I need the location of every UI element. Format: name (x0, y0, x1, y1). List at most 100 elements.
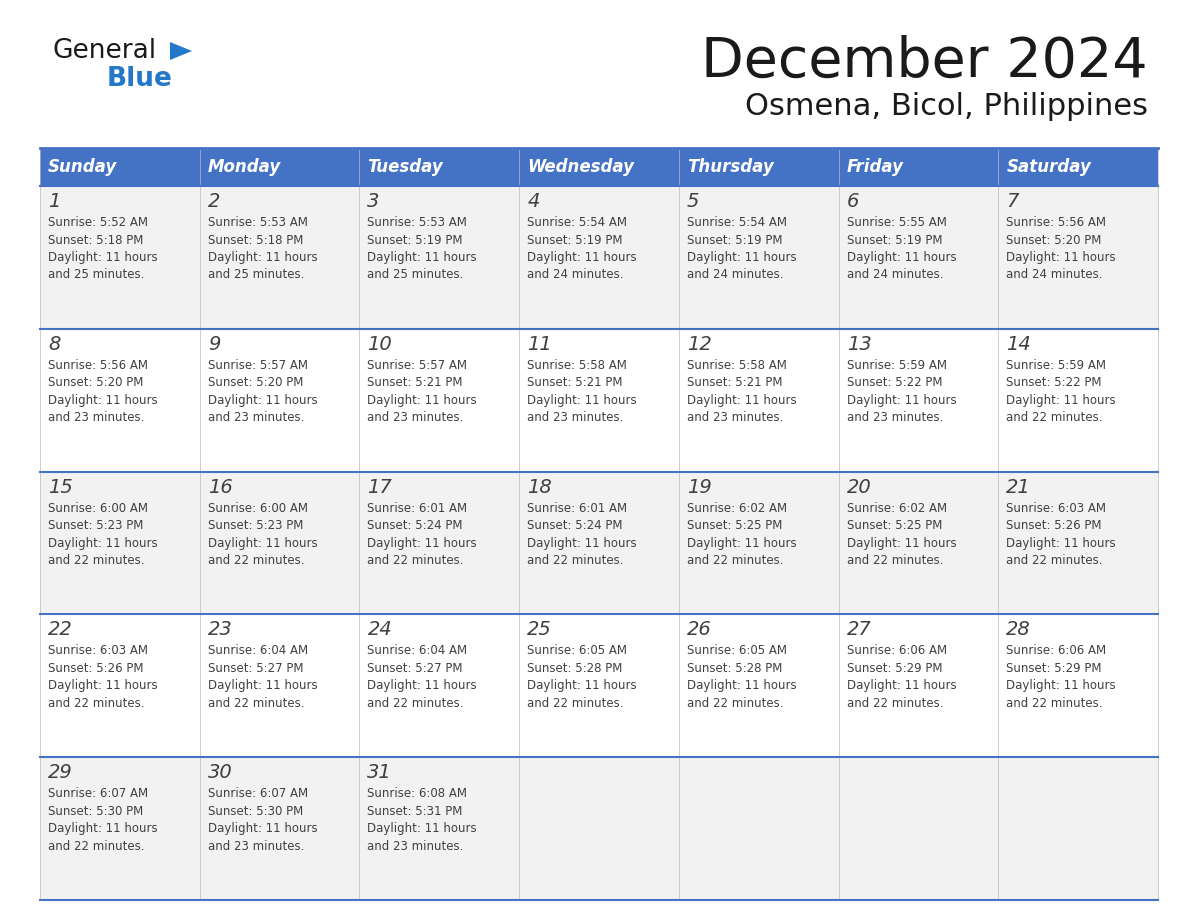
Text: and 22 minutes.: and 22 minutes. (1006, 411, 1102, 424)
Bar (998, 329, 1158, 472)
Text: 19: 19 (687, 477, 712, 497)
Text: Sunrise: 6:02 AM: Sunrise: 6:02 AM (687, 501, 786, 515)
Text: Sunrise: 5:54 AM: Sunrise: 5:54 AM (687, 216, 786, 229)
Bar (40, 757, 200, 900)
Text: Daylight: 11 hours: Daylight: 11 hours (48, 537, 158, 550)
Text: Daylight: 11 hours: Daylight: 11 hours (367, 251, 478, 264)
Bar (998, 148, 1158, 186)
Text: Daylight: 11 hours: Daylight: 11 hours (208, 537, 317, 550)
Bar (200, 186, 360, 329)
Text: Sunset: 5:25 PM: Sunset: 5:25 PM (847, 519, 942, 532)
Bar (360, 757, 519, 900)
Text: Sunrise: 6:06 AM: Sunrise: 6:06 AM (847, 644, 947, 657)
Text: Daylight: 11 hours: Daylight: 11 hours (367, 679, 478, 692)
Text: Sunrise: 5:56 AM: Sunrise: 5:56 AM (1006, 216, 1106, 229)
Text: Daylight: 11 hours: Daylight: 11 hours (48, 679, 158, 692)
Text: and 22 minutes.: and 22 minutes. (687, 554, 783, 567)
Bar (200, 472, 360, 614)
Text: and 22 minutes.: and 22 minutes. (527, 554, 624, 567)
Text: Sunset: 5:22 PM: Sunset: 5:22 PM (1006, 376, 1101, 389)
Text: Sunrise: 6:04 AM: Sunrise: 6:04 AM (208, 644, 308, 657)
Text: Sunset: 5:30 PM: Sunset: 5:30 PM (208, 805, 303, 818)
Text: and 22 minutes.: and 22 minutes. (48, 840, 145, 853)
Bar (678, 757, 839, 900)
Text: Sunrise: 6:03 AM: Sunrise: 6:03 AM (1006, 501, 1106, 515)
Text: Sunrise: 6:07 AM: Sunrise: 6:07 AM (208, 788, 308, 800)
Text: Sunrise: 5:55 AM: Sunrise: 5:55 AM (847, 216, 947, 229)
Text: 1: 1 (48, 192, 61, 211)
Bar (839, 329, 998, 472)
Text: Sunrise: 5:52 AM: Sunrise: 5:52 AM (48, 216, 148, 229)
Bar (40, 148, 200, 186)
Text: 29: 29 (48, 763, 72, 782)
Text: December 2024: December 2024 (701, 35, 1148, 89)
Text: Sunset: 5:25 PM: Sunset: 5:25 PM (687, 519, 782, 532)
Text: Sunset: 5:19 PM: Sunset: 5:19 PM (367, 233, 463, 247)
Text: Daylight: 11 hours: Daylight: 11 hours (527, 394, 637, 407)
Text: 18: 18 (527, 477, 552, 497)
Text: Sunset: 5:29 PM: Sunset: 5:29 PM (1006, 662, 1101, 675)
Text: 13: 13 (847, 335, 871, 353)
Text: Sunset: 5:26 PM: Sunset: 5:26 PM (1006, 519, 1101, 532)
Text: 5: 5 (687, 192, 700, 211)
Bar (519, 148, 678, 186)
Text: Sunrise: 5:54 AM: Sunrise: 5:54 AM (527, 216, 627, 229)
Text: 28: 28 (1006, 621, 1031, 640)
Text: 3: 3 (367, 192, 380, 211)
Text: Sunrise: 5:58 AM: Sunrise: 5:58 AM (687, 359, 786, 372)
Bar (839, 148, 998, 186)
Text: Daylight: 11 hours: Daylight: 11 hours (367, 823, 478, 835)
Text: Daylight: 11 hours: Daylight: 11 hours (1006, 679, 1116, 692)
Text: and 22 minutes.: and 22 minutes. (847, 697, 943, 710)
Text: Sunrise: 6:00 AM: Sunrise: 6:00 AM (208, 501, 308, 515)
Text: 14: 14 (1006, 335, 1031, 353)
Text: Tuesday: Tuesday (367, 158, 443, 176)
Text: and 23 minutes.: and 23 minutes. (48, 411, 145, 424)
Text: and 22 minutes.: and 22 minutes. (367, 554, 465, 567)
Text: and 22 minutes.: and 22 minutes. (48, 697, 145, 710)
Text: and 22 minutes.: and 22 minutes. (847, 554, 943, 567)
Text: and 22 minutes.: and 22 minutes. (367, 697, 465, 710)
Text: Sunset: 5:31 PM: Sunset: 5:31 PM (367, 805, 463, 818)
Text: Sunset: 5:24 PM: Sunset: 5:24 PM (367, 519, 463, 532)
Bar (678, 186, 839, 329)
Text: Sunrise: 5:53 AM: Sunrise: 5:53 AM (208, 216, 308, 229)
Bar (40, 472, 200, 614)
Text: Monday: Monday (208, 158, 282, 176)
Text: Sunset: 5:27 PM: Sunset: 5:27 PM (367, 662, 463, 675)
Text: Sunrise: 6:00 AM: Sunrise: 6:00 AM (48, 501, 148, 515)
Text: and 23 minutes.: and 23 minutes. (687, 411, 783, 424)
Bar (839, 186, 998, 329)
Text: Sunset: 5:28 PM: Sunset: 5:28 PM (527, 662, 623, 675)
Text: Daylight: 11 hours: Daylight: 11 hours (1006, 537, 1116, 550)
Text: Sunset: 5:19 PM: Sunset: 5:19 PM (687, 233, 783, 247)
Text: Sunrise: 5:56 AM: Sunrise: 5:56 AM (48, 359, 148, 372)
Bar (998, 614, 1158, 757)
Text: 30: 30 (208, 763, 233, 782)
Bar (40, 614, 200, 757)
Bar (678, 148, 839, 186)
Bar (200, 614, 360, 757)
Text: 22: 22 (48, 621, 72, 640)
Text: and 25 minutes.: and 25 minutes. (208, 268, 304, 282)
Bar (678, 329, 839, 472)
Text: Daylight: 11 hours: Daylight: 11 hours (367, 537, 478, 550)
Text: Sunset: 5:23 PM: Sunset: 5:23 PM (48, 519, 144, 532)
Text: Sunrise: 6:06 AM: Sunrise: 6:06 AM (1006, 644, 1106, 657)
Bar (40, 329, 200, 472)
Text: 6: 6 (847, 192, 859, 211)
Text: Daylight: 11 hours: Daylight: 11 hours (48, 251, 158, 264)
Text: Daylight: 11 hours: Daylight: 11 hours (208, 679, 317, 692)
Text: Sunset: 5:24 PM: Sunset: 5:24 PM (527, 519, 623, 532)
Text: Friday: Friday (847, 158, 904, 176)
Text: Sunrise: 5:57 AM: Sunrise: 5:57 AM (208, 359, 308, 372)
Bar (998, 186, 1158, 329)
Text: Daylight: 11 hours: Daylight: 11 hours (847, 251, 956, 264)
Text: and 22 minutes.: and 22 minutes. (1006, 697, 1102, 710)
Text: Daylight: 11 hours: Daylight: 11 hours (847, 537, 956, 550)
Text: Daylight: 11 hours: Daylight: 11 hours (208, 823, 317, 835)
Text: Daylight: 11 hours: Daylight: 11 hours (208, 394, 317, 407)
Text: Sunrise: 5:59 AM: Sunrise: 5:59 AM (1006, 359, 1106, 372)
Text: Sunrise: 6:01 AM: Sunrise: 6:01 AM (367, 501, 468, 515)
Text: Sunset: 5:18 PM: Sunset: 5:18 PM (208, 233, 303, 247)
